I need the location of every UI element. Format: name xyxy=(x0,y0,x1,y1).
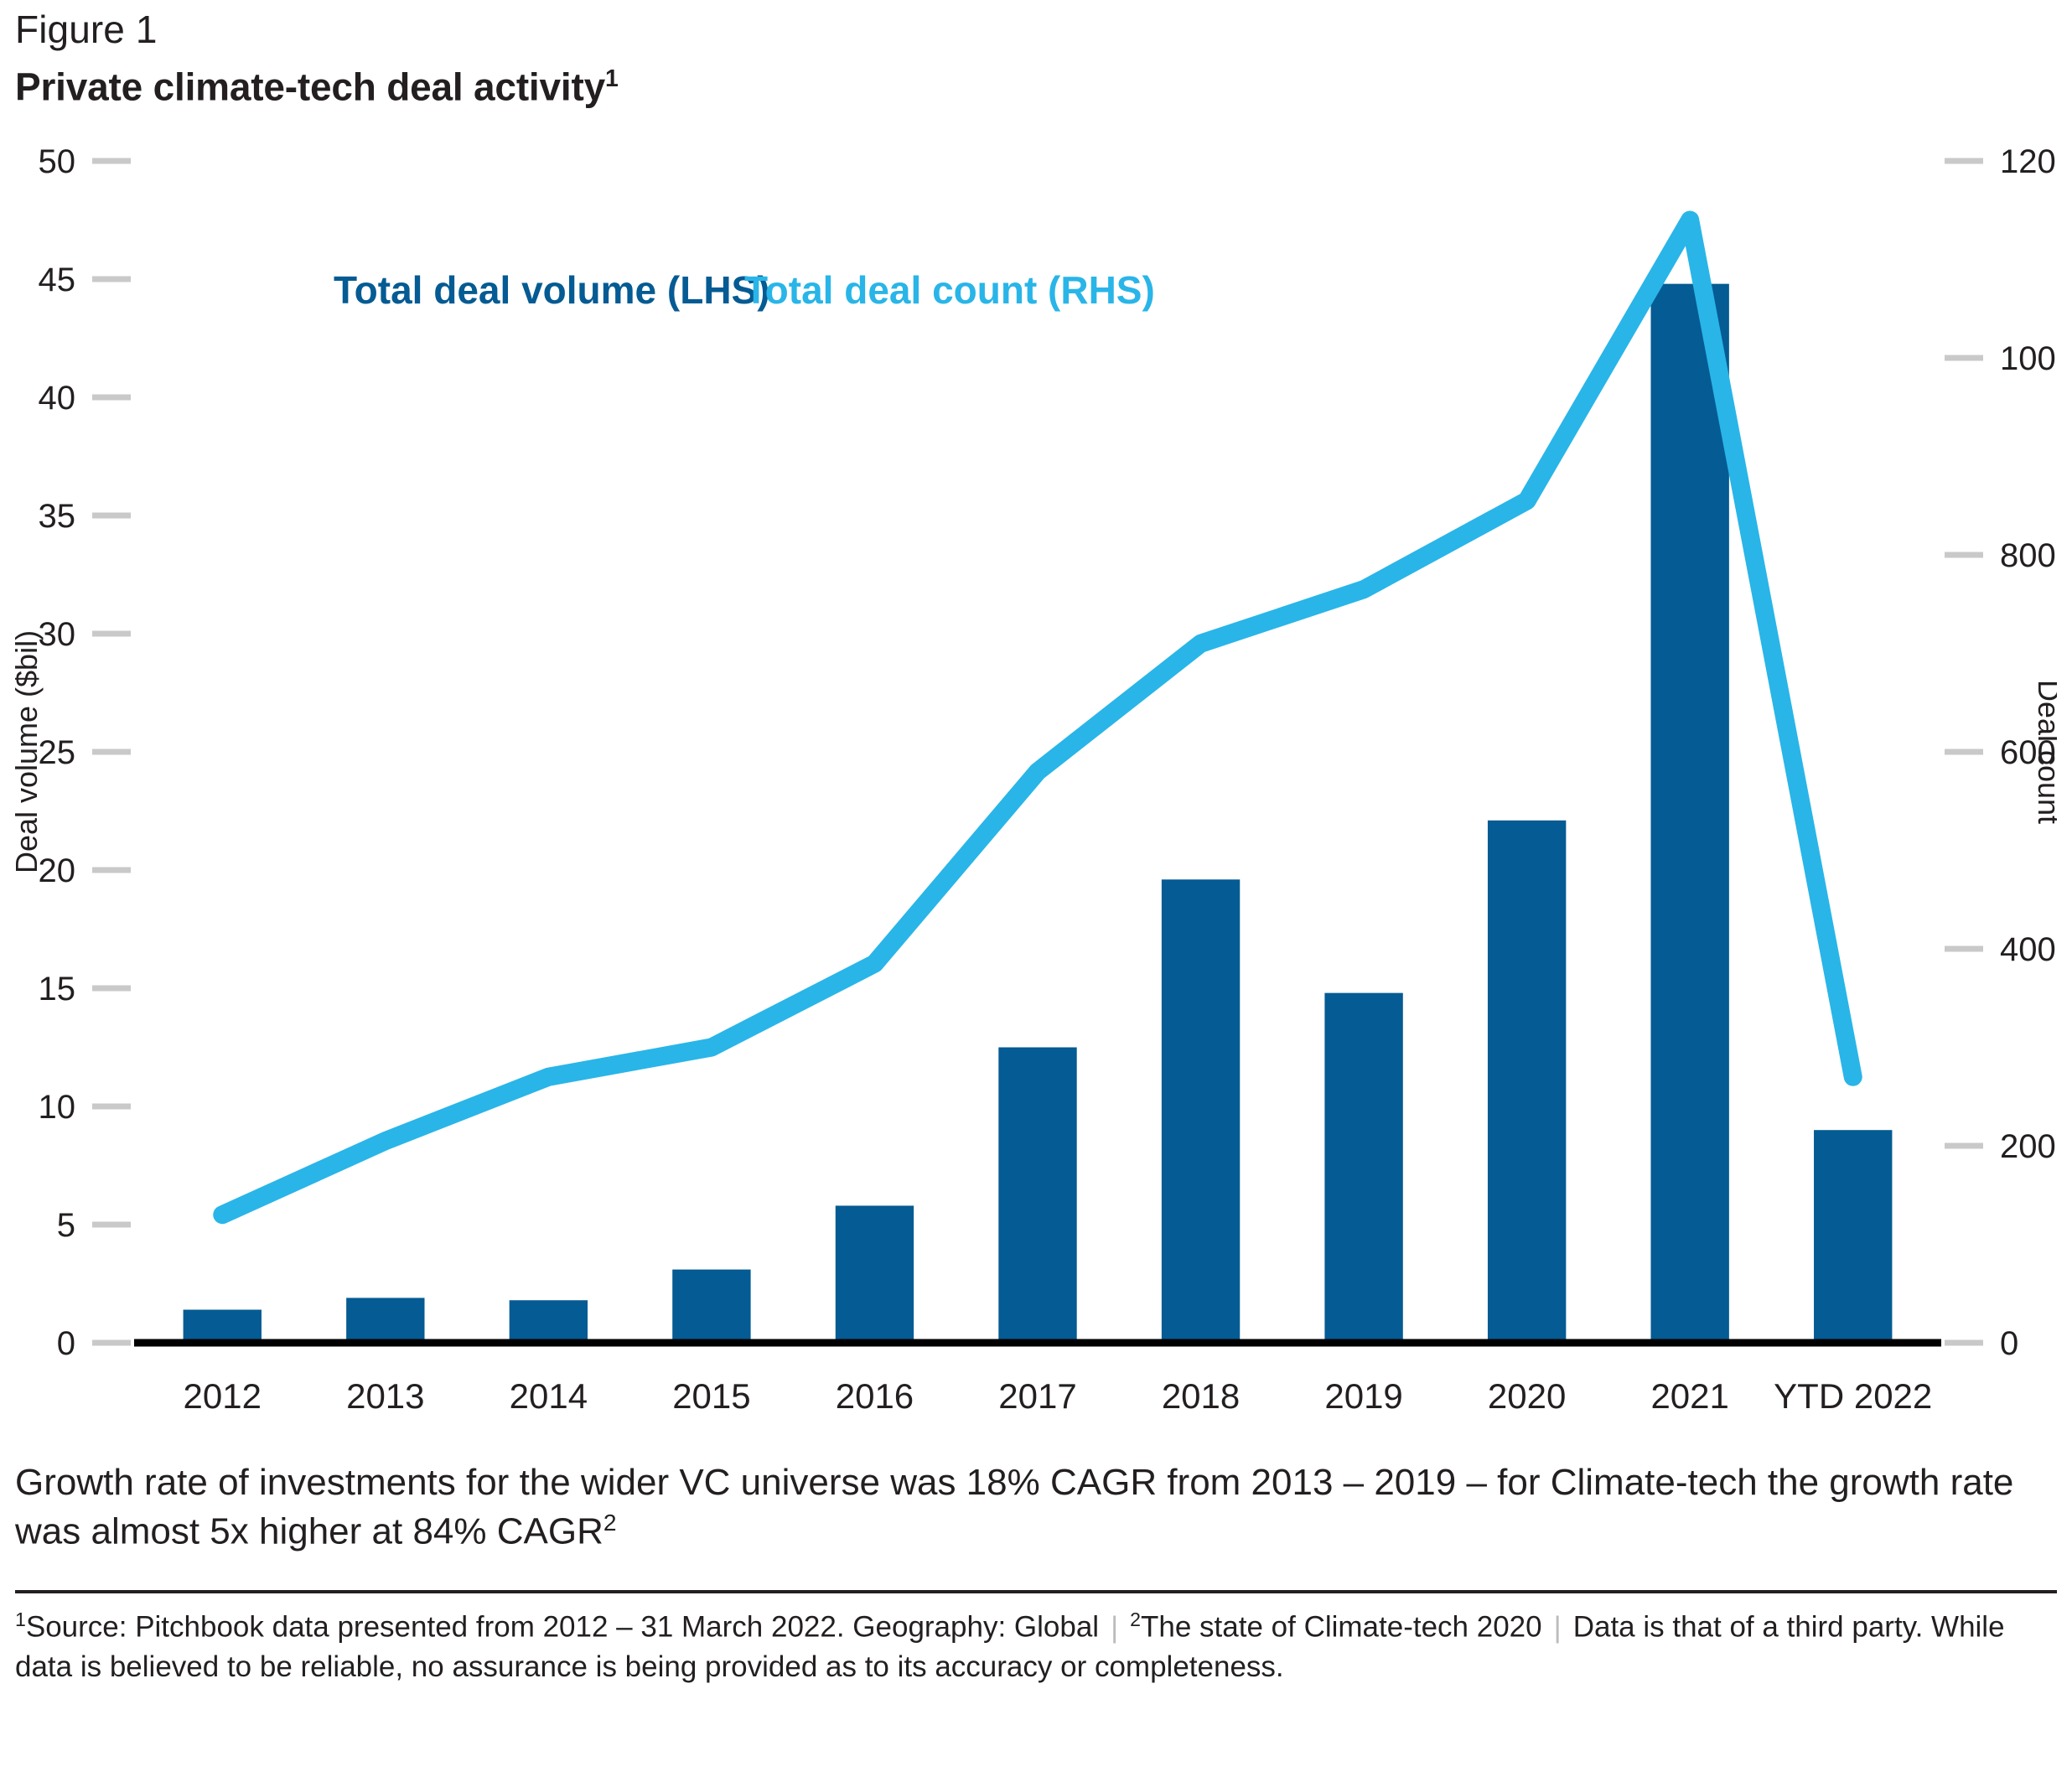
bar-YTD-2022[interactable] xyxy=(1814,1130,1893,1344)
callout-footnote-marker: 2 xyxy=(603,1510,617,1536)
y-axis-left-title: Deal volume ($bil) xyxy=(15,630,44,873)
x-axis-label-2012: 2012 xyxy=(184,1376,262,1416)
y-axis-left-tick-label: 20 xyxy=(39,852,76,889)
y-axis-right-tick-label: 1200 xyxy=(2000,144,2057,180)
chart-legend: Total deal volume (LHS)Total deal count … xyxy=(334,268,1155,312)
footnote-divider xyxy=(15,1590,2057,1594)
bar-2013[interactable] xyxy=(346,1298,425,1344)
chart-container: 0 5 10 15 20 25 30 35 40 45 50 0 200 400 600 800 1000 120… xyxy=(15,144,2057,1452)
y-axis-left-tick-label: 35 xyxy=(39,498,76,535)
bar-2015[interactable] xyxy=(672,1269,751,1344)
y-axis-left-tick-label: 50 xyxy=(39,144,76,180)
y-axis-left-tick-label: 25 xyxy=(39,734,76,771)
y-axis-right-title: Deal count xyxy=(2032,680,2057,824)
bar-2020[interactable] xyxy=(1487,821,1567,1344)
footnote-part-3: Data is that of a third party. While dat… xyxy=(15,1610,2005,1684)
y-axis-left-tick-label: 5 xyxy=(57,1207,75,1244)
footnote-part-2: The state of Climate-tech 2020 xyxy=(1141,1610,1542,1644)
x-axis-label-2017: 2017 xyxy=(998,1376,1076,1416)
y-axis-right-tick-label: 200 xyxy=(2000,1128,2056,1165)
y-axis-left: 0 5 10 15 20 25 30 35 40 45 50 xyxy=(39,144,131,1362)
figure-label: Figure 1 xyxy=(15,0,2057,49)
bar-2017[interactable] xyxy=(998,1047,1077,1344)
x-axis-label-2020: 2020 xyxy=(1488,1376,1566,1416)
x-axis-label-2019: 2019 xyxy=(1324,1376,1402,1416)
y-axis-right-tick-label: 600 xyxy=(2000,734,2056,771)
page-title-footnote-marker: 1 xyxy=(604,65,619,92)
footnote-separator-2: | xyxy=(1553,1610,1562,1644)
x-axis-label-2015: 2015 xyxy=(672,1376,750,1416)
x-axis-label-2021: 2021 xyxy=(1650,1376,1728,1416)
legend-item-deal-count[interactable]: Total deal count (RHS) xyxy=(744,268,1155,312)
bar-2018[interactable] xyxy=(1161,879,1241,1344)
bar-2012[interactable] xyxy=(183,1309,262,1344)
callout-text: Growth rate of investments for the wider… xyxy=(15,1458,2027,1557)
legend-item-deal-volume[interactable]: Total deal volume (LHS) xyxy=(334,268,770,312)
page-title-text: Private climate-tech deal activity xyxy=(15,65,605,109)
y-axis-right-tick-label: 400 xyxy=(2000,931,2056,968)
x-axis-label-2018: 2018 xyxy=(1162,1376,1240,1416)
footnote-marker-2: 2 xyxy=(1130,1608,1142,1631)
y-axis-right: 0 200 400 600 800 1000 1200 xyxy=(1945,144,2057,1362)
footnote-part-1: Source: Pitchbook data presented from 20… xyxy=(25,1610,1100,1644)
y-axis-left-tick-label: 45 xyxy=(39,262,76,298)
x-axis-label-2013: 2013 xyxy=(346,1376,424,1416)
y-axis-right-tick-label: 800 xyxy=(2000,537,2056,574)
callout-body: Growth rate of investments for the wider… xyxy=(15,1462,2014,1553)
bar-2014[interactable] xyxy=(509,1300,588,1344)
page-title: Private climate-tech deal activity1 xyxy=(15,49,2057,106)
bar-series xyxy=(183,283,1893,1344)
footnote-marker-1: 1 xyxy=(15,1608,26,1631)
y-axis-left-tick-label: 15 xyxy=(39,971,76,1008)
figure-label-text: Figure 1 xyxy=(15,8,158,51)
footnote: 1Source: Pitchbook data presented from 2… xyxy=(15,1607,2057,1687)
bar-2021[interactable] xyxy=(1650,283,1729,1344)
y-axis-left-tick-label: 10 xyxy=(39,1089,76,1126)
y-axis-left-tick-label: 40 xyxy=(39,380,76,417)
deal-activity-chart: 0 5 10 15 20 25 30 35 40 45 50 0 200 400 600 800 1000 120… xyxy=(15,144,2057,1416)
footnote-separator-1: | xyxy=(1111,1610,1119,1644)
y-axis-right-tick-label: 0 xyxy=(2000,1325,2018,1362)
y-axis-right-tick-label: 1000 xyxy=(2000,340,2057,377)
x-axis-label-2016: 2016 xyxy=(836,1376,914,1416)
x-axis-label-2014: 2014 xyxy=(510,1376,588,1416)
y-axis-left-tick-label: 0 xyxy=(57,1325,75,1362)
x-axis-label-YTD-2022: YTD 2022 xyxy=(1774,1376,1932,1416)
bar-2016[interactable] xyxy=(835,1205,914,1344)
x-axis-labels: 2012 2013 2014 2015 2016 2017 2018 2019 2020 2021… xyxy=(184,1376,1933,1416)
line-series-deal-count[interactable] xyxy=(213,210,1862,1225)
bar-2019[interactable] xyxy=(1324,992,1403,1344)
y-axis-left-tick-label: 30 xyxy=(39,616,76,653)
